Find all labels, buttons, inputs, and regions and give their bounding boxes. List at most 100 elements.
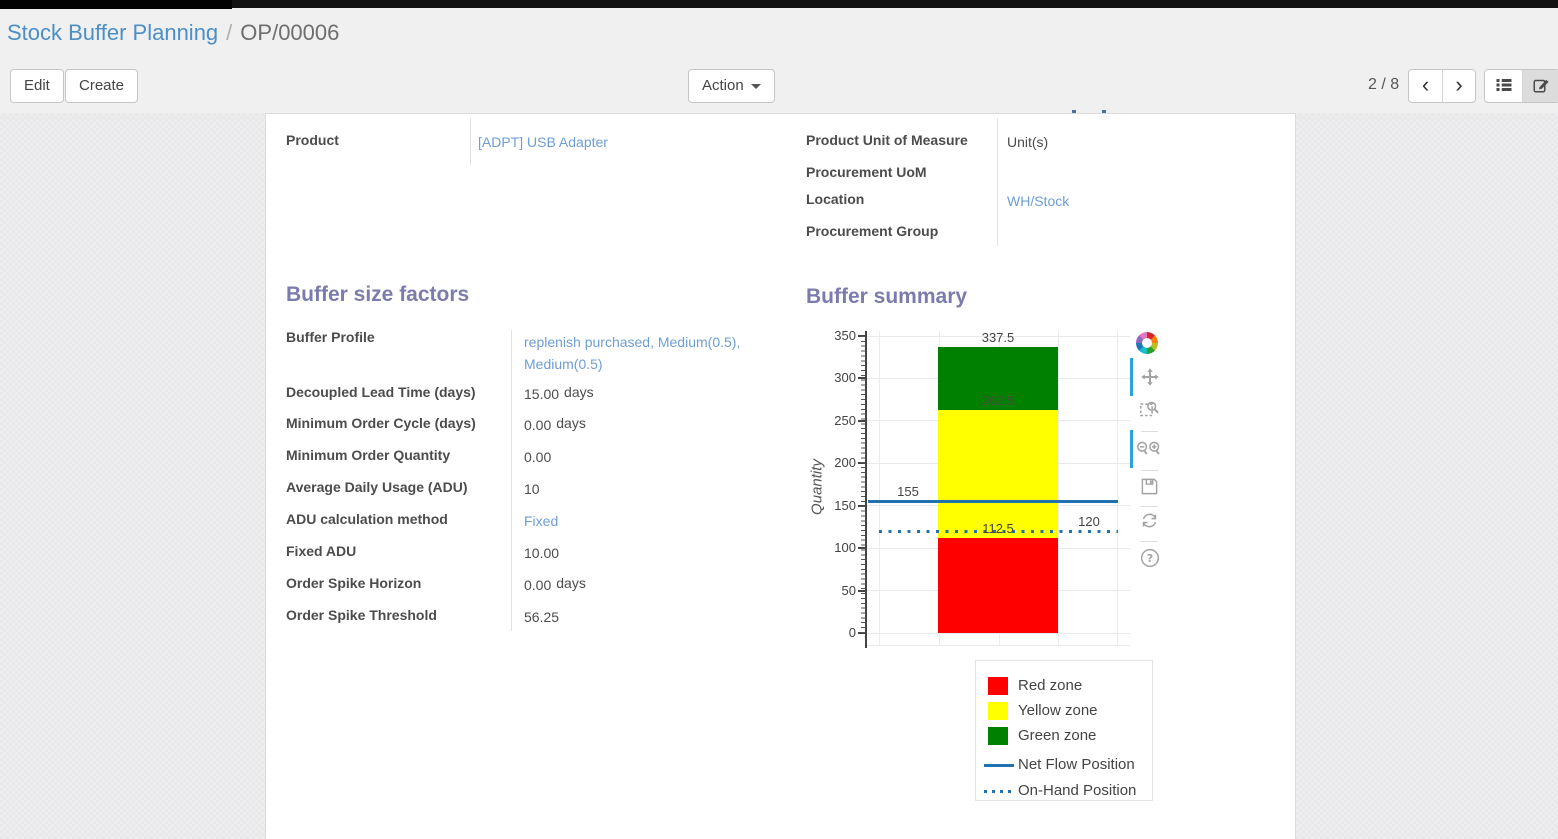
breadcrumb: Stock Buffer Planning / OP/00006 — [7, 20, 339, 46]
field-label-location: Location — [806, 191, 865, 207]
legend-label-on-hand-position: On-Hand Position — [1018, 782, 1137, 799]
action-dropdown-button[interactable]: Action — [688, 69, 775, 103]
gridline-y-0 — [867, 632, 1130, 634]
legend-label-red-zone: Red zone — [1018, 677, 1083, 694]
tick-label-150: 150 — [834, 497, 856, 513]
pan-icon[interactable] — [1140, 367, 1160, 387]
field-separator — [511, 330, 512, 631]
modebar-separator — [1141, 541, 1158, 542]
field-label-procurement-uom: Procurement UoM — [806, 164, 927, 180]
legend-swatch-net-flow-position — [984, 764, 1014, 767]
field-separator — [470, 118, 471, 165]
pager: 2 / 8 — [1368, 76, 1400, 93]
tick-label-0: 0 — [848, 625, 856, 640]
top-black-bar — [0, 0, 1558, 8]
pager-previous-button[interactable]: ‹ — [1421, 72, 1430, 97]
minor-ticks — [861, 336, 865, 633]
annotation-120: 120 — [1078, 514, 1100, 530]
red-zone-bar — [938, 537, 1058, 633]
modebar-active-indicator — [1130, 430, 1133, 468]
yellow-zone-bar — [938, 410, 1058, 538]
factor-link[interactable]: Fixed — [524, 513, 559, 529]
field-link[interactable]: WH/Stock — [1007, 193, 1070, 209]
unit-suffix: days — [556, 415, 586, 431]
factor-link[interactable]: replenish purchased, Medium(0.5), Medium… — [524, 334, 741, 372]
clipped-text-sliver — [1102, 110, 1106, 113]
product-field-label: Product — [286, 132, 339, 148]
action-label: Action — [702, 77, 744, 94]
plot-bottom-edge — [867, 645, 1130, 646]
breadcrumb-current: OP/00006 — [240, 20, 340, 45]
edit-form-icon — [1533, 79, 1549, 93]
factor-value-minimum-order-quantity: 0.00 — [524, 449, 552, 465]
legend-swatch-yellow-zone — [988, 702, 1008, 720]
factor-label-adu-calculation-method: ADU calculation method — [286, 511, 448, 527]
buffer-size-factors-title: Buffer size factors — [286, 283, 470, 306]
factor-label-order-spike-threshold: Order Spike Threshold — [286, 607, 437, 623]
net-flow-position-line — [868, 499, 1118, 503]
legend-label-net-flow-position: Net Flow Position — [1018, 756, 1135, 773]
tick-label-200: 200 — [834, 455, 856, 471]
annotation-112.5: 112.5 — [982, 520, 1014, 536]
factor-value-fixed-adu: 10.00 — [524, 545, 560, 561]
view-switcher — [1484, 69, 1558, 103]
box-zoom-icon[interactable] — [1139, 398, 1160, 419]
legend-label-green-zone: Green zone — [1018, 727, 1097, 744]
factor-value-average-daily-usage-adu-: 10 — [524, 481, 540, 497]
gridline-x-0 — [879, 331, 880, 646]
modebar-active-indicator — [1130, 358, 1133, 396]
create-button[interactable]: Create — [65, 69, 139, 103]
breadcrumb-separator: / — [226, 20, 233, 45]
list-view-button[interactable] — [1485, 70, 1522, 102]
factor-value-order-spike-horizon: 0.00 days — [524, 575, 586, 593]
save-icon[interactable] — [1140, 477, 1159, 496]
annotation-155: 155 — [897, 484, 919, 500]
y-axis-title: Quantity — [808, 459, 826, 515]
plotly-logo-icon[interactable] — [1136, 332, 1158, 354]
gridline-x-4 — [1117, 331, 1118, 646]
breadcrumb-parent-link[interactable]: Stock Buffer Planning — [7, 20, 219, 45]
factor-label-decoupled-lead-time-days-: Decoupled Lead Time (days) — [286, 384, 476, 400]
tick-0 — [858, 632, 867, 634]
svg-text:?: ? — [1147, 552, 1153, 565]
factor-value-adu-calculation-method: Fixed — [524, 513, 558, 529]
unit-suffix: days — [564, 384, 594, 400]
factor-value-buffer-profile: replenish purchased, Medium(0.5), Medium… — [524, 331, 776, 375]
annotation-262.5: 262.5 — [981, 393, 1015, 409]
product-field-value: [ADPT] USB Adapter — [478, 134, 608, 150]
factor-label-average-daily-usage-adu-: Average Daily Usage (ADU) — [286, 479, 468, 495]
modebar-separator — [1141, 506, 1158, 507]
factor-value-order-spike-threshold: 56.25 — [524, 609, 560, 625]
buffer-summary-title: Buffer summary — [806, 285, 968, 308]
top-bar-left-segment — [0, 0, 232, 9]
clipped-text-sliver — [1072, 110, 1076, 113]
reset-axes-icon[interactable] — [1140, 511, 1159, 530]
factor-value-minimum-order-cycle-days-: 0.00 days — [524, 415, 586, 433]
pager-next-button[interactable]: › — [1442, 70, 1475, 102]
edit-button[interactable]: Edit — [10, 69, 64, 103]
unit-suffix: days — [556, 575, 586, 591]
list-icon — [1496, 79, 1511, 91]
zoom-in-out-icon[interactable] — [1136, 439, 1162, 458]
factor-label-order-spike-horizon: Order Spike Horizon — [286, 575, 422, 591]
green-zone-bar — [938, 346, 1058, 411]
legend-swatch-on-hand-position — [984, 790, 1015, 793]
factor-label-minimum-order-cycle-days-: Minimum Order Cycle (days) — [286, 415, 476, 431]
field-value-product-unit-of-measure: Unit(s) — [1007, 134, 1049, 150]
product-link[interactable]: [ADPT] USB Adapter — [478, 134, 608, 150]
factor-label-buffer-profile: Buffer Profile — [286, 329, 375, 345]
tick-label-300: 300 — [834, 370, 856, 386]
pager-nav-group: ‹ › — [1408, 69, 1476, 103]
field-label-procurement-group: Procurement Group — [806, 223, 939, 239]
form-view-button[interactable] — [1522, 70, 1558, 102]
on-hand-position-line — [879, 529, 1118, 533]
factor-label-fixed-adu: Fixed ADU — [286, 543, 357, 559]
tick-label-50: 50 — [841, 582, 856, 598]
tick-label-350: 350 — [834, 328, 856, 343]
factor-label-minimum-order-quantity: Minimum Order Quantity — [286, 447, 451, 463]
help-icon[interactable]: ? — [1140, 548, 1160, 568]
legend-swatch-green-zone — [988, 727, 1008, 745]
modebar-separator — [1141, 470, 1158, 471]
tick-label-100: 100 — [834, 540, 856, 556]
factor-value-decoupled-lead-time-days-: 15.00 days — [524, 384, 594, 402]
